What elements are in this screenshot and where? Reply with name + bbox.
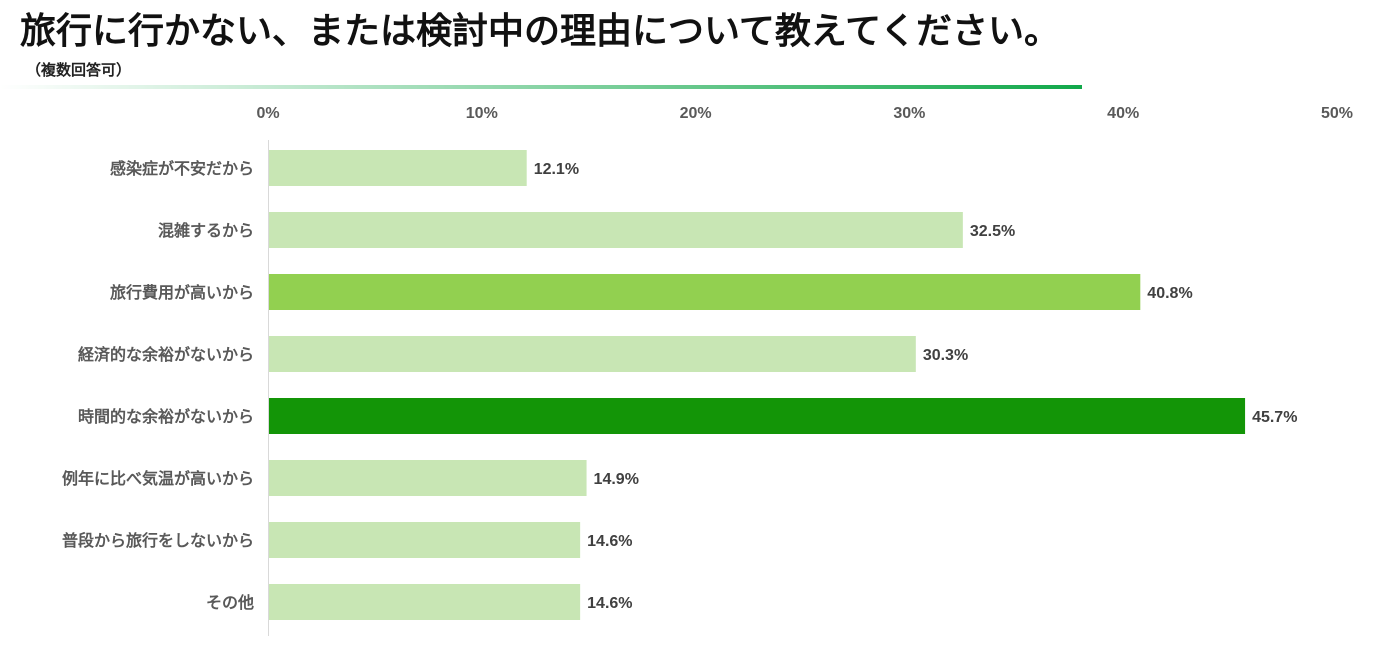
data-label: 32.5%	[970, 223, 1015, 240]
bar	[269, 522, 581, 558]
data-label: 14.6%	[587, 595, 632, 612]
x-tick-label: 10%	[466, 105, 498, 122]
data-label: 40.8%	[1147, 285, 1192, 302]
bar	[269, 274, 1141, 310]
category-label: 時間的な余裕がないから	[78, 407, 254, 426]
data-label: 45.7%	[1252, 409, 1297, 426]
bar	[269, 212, 963, 248]
x-tick-label: 30%	[893, 105, 925, 122]
data-label: 14.6%	[587, 533, 632, 550]
bar	[269, 150, 527, 186]
category-label: その他	[206, 593, 254, 612]
x-tick-label: 0%	[256, 105, 279, 122]
category-label: 経済的な余裕がないから	[78, 345, 254, 364]
data-label: 14.9%	[594, 471, 639, 488]
data-label: 12.1%	[534, 161, 579, 178]
bar	[269, 398, 1246, 434]
category-label: 混雑するから	[158, 221, 254, 240]
x-tick-label: 40%	[1107, 105, 1139, 122]
title-accent-rule	[0, 85, 1082, 89]
chart-subtitle: （複数回答可）	[26, 61, 132, 79]
x-tick-label: 50%	[1321, 105, 1353, 122]
category-label: 例年に比べ気温が高いから	[62, 469, 254, 488]
x-tick-label: 20%	[680, 105, 712, 122]
category-label: 旅行費用が高いから	[110, 283, 254, 302]
bar	[269, 460, 587, 496]
bar	[269, 584, 581, 620]
category-label: 普段から旅行をしないから	[62, 531, 254, 550]
bar	[269, 336, 916, 372]
category-label: 感染症が不安だから	[110, 159, 254, 178]
data-label: 30.3%	[923, 347, 968, 364]
chart-title: 旅行に行かない、または検討中の理由について教えてください。	[20, 11, 1061, 52]
